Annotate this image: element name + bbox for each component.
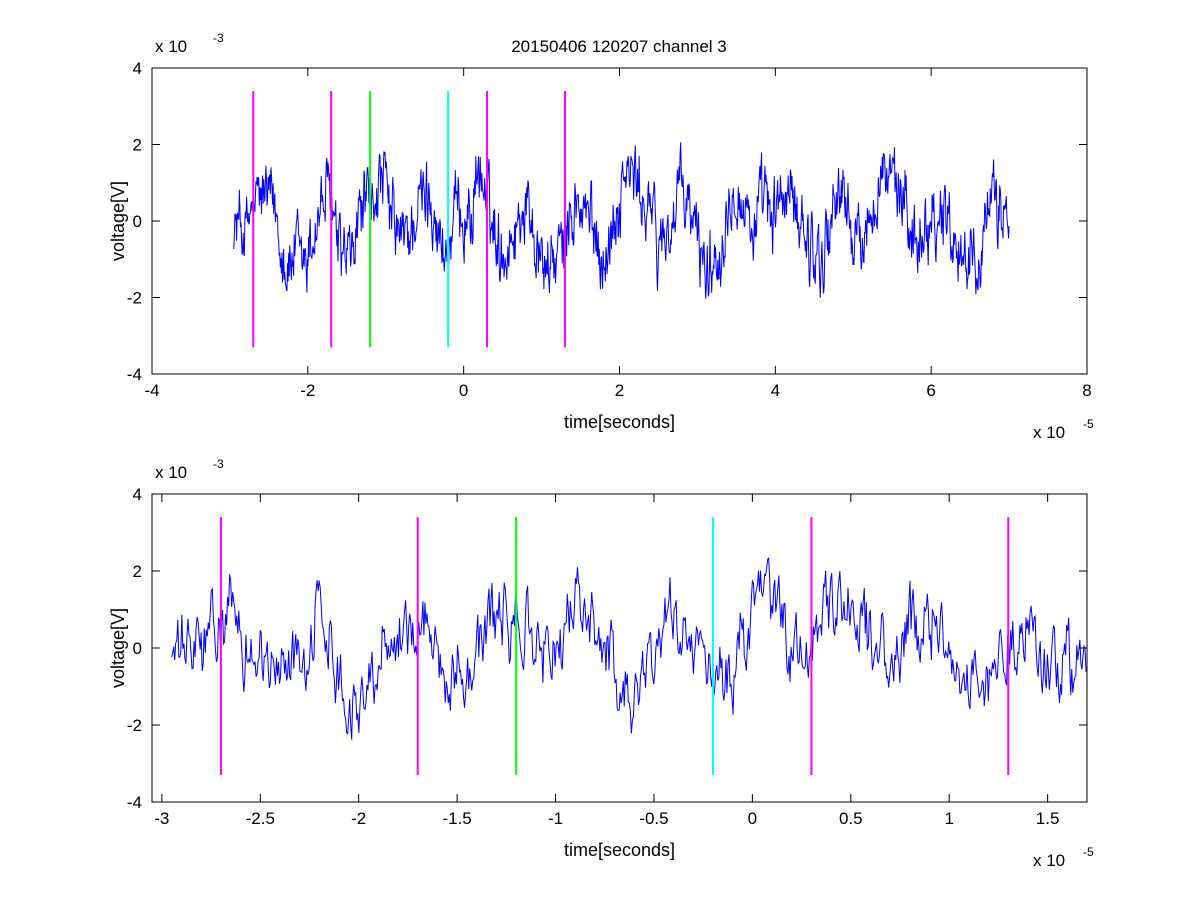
x-tick-label: -3 [154, 809, 169, 828]
y-tick-label: 0 [133, 639, 142, 658]
x-tick-label: 8 [1082, 381, 1091, 400]
x-axis-multiplier: x 10 [1033, 851, 1065, 870]
x-tick-label: -2.5 [246, 809, 275, 828]
figure-title: 20150406 120207 channel 3 [511, 37, 727, 56]
y-tick-label: 4 [133, 59, 142, 78]
subplot-1: -4 -2 0 2 4 6 8 -4 -2 0 2 4 time[seconds] voltage[V] x… [108, 31, 1094, 442]
x-tick-label: -0.5 [639, 809, 668, 828]
signal-trace [233, 142, 1010, 299]
x-axis-exponent: -5 [1083, 845, 1094, 859]
y-axis-label: voltage[V] [108, 608, 128, 688]
x-tick-label: 4 [771, 381, 780, 400]
y-tick-label: 0 [133, 212, 142, 231]
y-tick-label: 2 [133, 136, 142, 155]
x-tick-label: 0 [748, 809, 757, 828]
x-tick-label: 2 [615, 381, 624, 400]
y-tick-label: -4 [127, 365, 142, 384]
y-axis-multiplier: x 10 [155, 463, 187, 482]
y-axis-exponent: -3 [213, 457, 224, 471]
x-axis-exponent: -5 [1083, 417, 1094, 431]
x-tick-label: 1 [944, 809, 953, 828]
x-tick-label: -4 [144, 381, 159, 400]
x-tick-label: -2 [351, 809, 366, 828]
x-tick-label: -1 [548, 809, 563, 828]
plots: -4 -2 0 2 4 6 8 -4 -2 0 2 4 time[seconds] voltage[V] x… [108, 31, 1094, 870]
x-tick-label: 6 [926, 381, 935, 400]
y-tick-label: -4 [127, 793, 142, 812]
y-axis-label: voltage[V] [108, 181, 128, 261]
x-tick-label: -2 [300, 381, 315, 400]
x-tick-label: 0 [459, 381, 468, 400]
y-axis-multiplier: x 10 [155, 37, 187, 56]
signal-trace [171, 557, 1088, 740]
x-tick-label: 1.5 [1036, 809, 1060, 828]
y-tick-label: 2 [133, 562, 142, 581]
y-axis-exponent: -3 [213, 31, 224, 45]
subplot-2: -3 -2.5 -2 -1.5 -1 -0.5 0 0.5 1 1.5 -4 -2 0 2 4 time[se… [108, 457, 1094, 870]
x-tick-label: -1.5 [442, 809, 471, 828]
y-tick-label: -2 [127, 289, 142, 308]
x-axis-label: time[seconds] [564, 412, 675, 432]
x-tick-label: 0.5 [839, 809, 863, 828]
y-tick-label: 4 [133, 485, 142, 504]
x-axis-multiplier: x 10 [1033, 423, 1065, 442]
x-axis-label: time[seconds] [564, 840, 675, 860]
y-tick-label: -2 [127, 716, 142, 735]
